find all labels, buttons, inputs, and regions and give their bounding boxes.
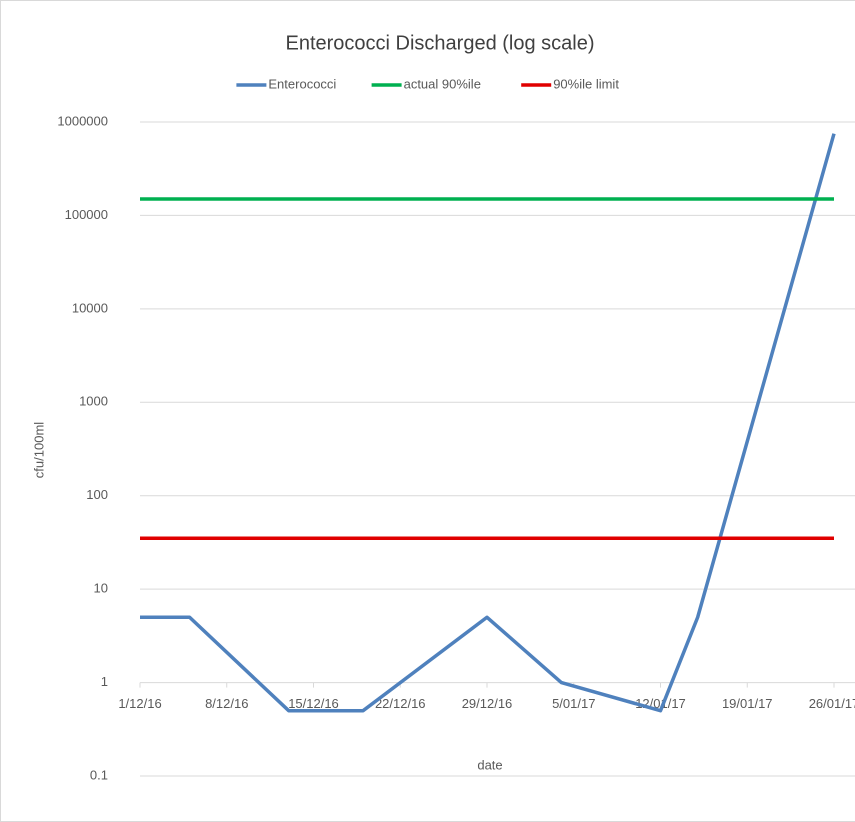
x-tick-label: 15/12/16	[288, 696, 339, 711]
legend-label: 90%ile limit	[553, 76, 619, 91]
chart-title: Enterococci Discharged (log scale)	[285, 32, 594, 54]
x-tick-label: 1/12/16	[118, 696, 161, 711]
legend-label: actual 90%ile	[404, 76, 481, 91]
x-tick-label: 29/12/16	[462, 696, 513, 711]
x-tick-label: 22/12/16	[375, 696, 426, 711]
y-tick-label: 10	[94, 581, 108, 596]
x-tick-label: 5/01/17	[552, 696, 595, 711]
y-tick-label: 1000	[79, 394, 108, 409]
y-axis-label: cfu/100ml	[31, 422, 46, 478]
y-tick-label: 10000	[72, 300, 108, 315]
x-tick-label: 19/01/17	[722, 696, 773, 711]
y-tick-label: 100	[86, 487, 108, 502]
x-tick-label: 26/01/17	[809, 696, 855, 711]
legend-label: Enterococci	[268, 76, 336, 91]
y-tick-label: 1	[101, 674, 108, 689]
y-tick-label: 1000000	[57, 113, 108, 128]
y-tick-label: 0.1	[90, 767, 108, 782]
y-tick-label: 100000	[65, 207, 108, 222]
series-line	[140, 133, 836, 713]
x-axis-label: date	[477, 757, 502, 772]
x-tick-label: 8/12/16	[205, 696, 248, 711]
